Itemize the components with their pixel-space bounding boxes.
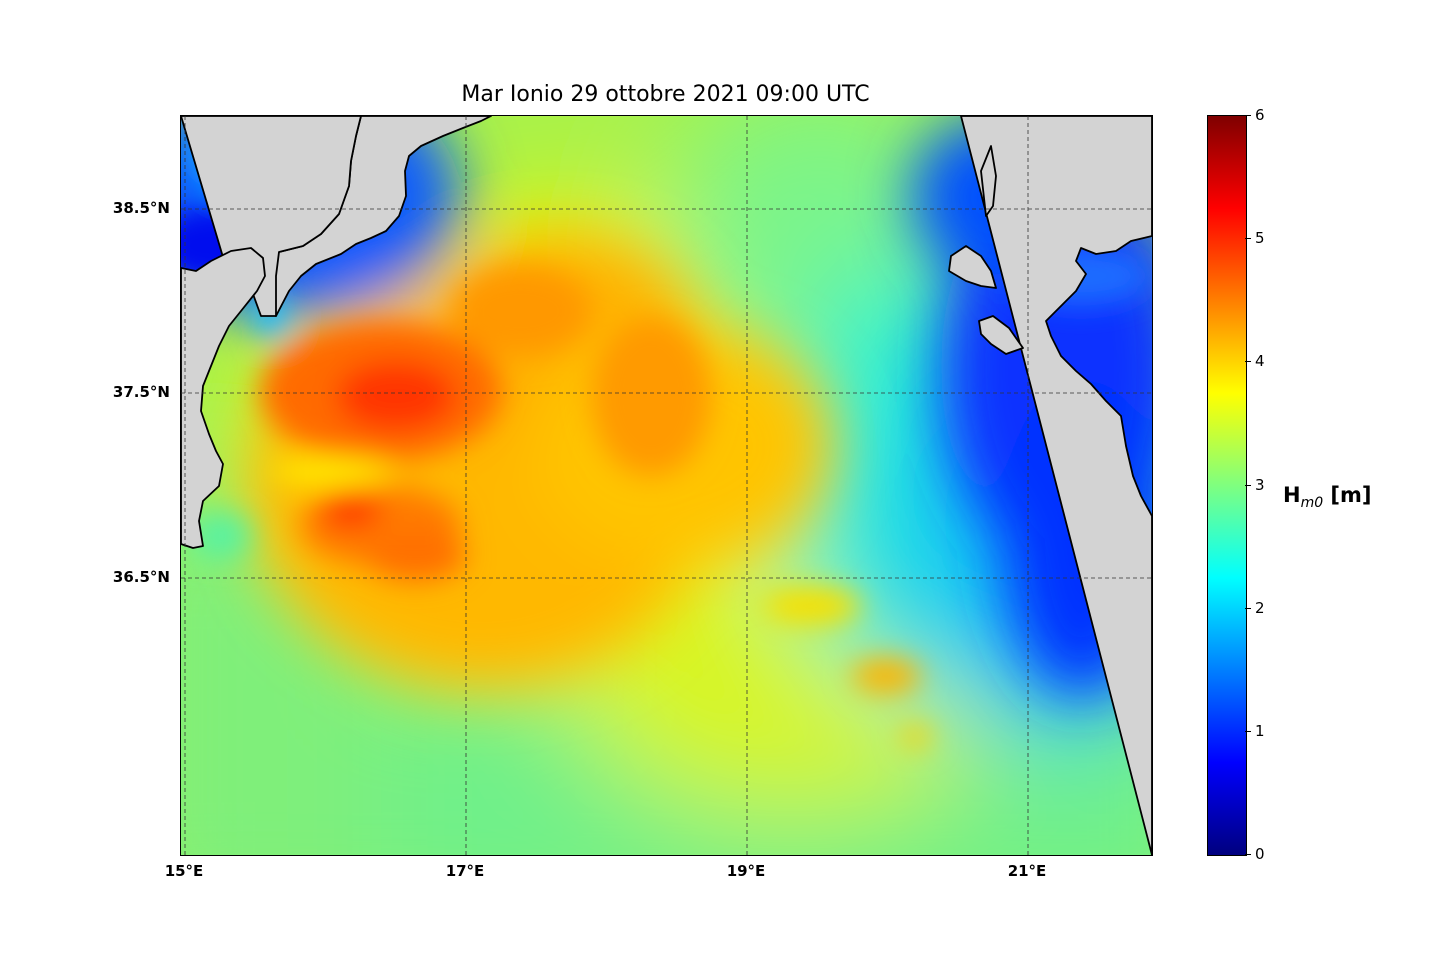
lon-tick-15: 15°E [164,862,204,880]
colorbar-tick-label: 3 [1255,475,1265,494]
land-sicily [181,247,266,549]
lat-tick-36-5: 36.5°N [112,568,170,586]
colorbar-tick-mark [1245,115,1251,116]
colorbar-label: Hm0 [m] [1283,483,1372,512]
land-greece [960,116,1152,855]
colorbar-tick-label: 0 [1255,845,1265,863]
map-svg [181,116,1152,855]
colorbar-tick-mark [1245,854,1251,855]
colorbar-tick-mark [1245,484,1251,486]
colorbar-tick-mark [1245,238,1251,240]
wave-height-map [180,115,1153,856]
colorbar-tick-label: 2 [1255,598,1265,617]
colorbar-tick-mark [1245,361,1251,363]
colorbar-tick-label: 4 [1255,352,1265,371]
colorbar-tick-label: 6 [1255,106,1265,124]
gridlines [181,116,1152,855]
lon-tick-19: 19°E [726,862,766,880]
land [181,116,1152,855]
colorbar-tick-mark [1245,730,1251,732]
land-zakynthos [978,315,1024,355]
land-lefkada [980,145,997,217]
colorbar-tick-label: 5 [1255,229,1265,248]
lat-tick-38-5: 38.5°N [112,199,170,217]
lat-tick-37-5: 37.5°N [112,383,170,401]
colorbar [1207,115,1247,856]
colorbar-tick-mark [1245,607,1251,609]
land-kefalonia [948,245,997,289]
colorbar-tick-label: 1 [1255,721,1265,740]
map-title: Mar Ionio 29 ottobre 2021 09:00 UTC [461,82,870,107]
lon-tick-21: 21°E [1007,862,1047,880]
lon-tick-17: 17°E [445,862,485,880]
